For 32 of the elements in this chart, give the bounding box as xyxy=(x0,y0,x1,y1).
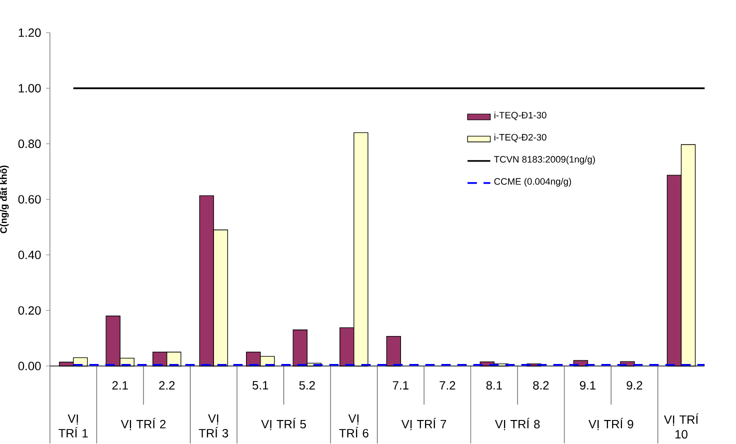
text: VỊ TRÍ 3 xyxy=(198,414,228,438)
y-tick-label: 0.60 xyxy=(18,195,41,204)
x-tick-label: 5.1 xyxy=(252,381,268,390)
x-tick-label: 8.1 xyxy=(486,381,502,390)
y-tick-label: 1.00 xyxy=(18,84,41,92)
x-tick-label: 7.2 xyxy=(440,381,456,390)
y-tick-label: 0.40 xyxy=(18,250,41,260)
x-tick-label: 2.1 xyxy=(112,381,128,390)
legend-label: TCVN 8183:2009(1ng/g) xyxy=(494,156,595,165)
x-tick-label: 9.2 xyxy=(626,381,642,390)
y-tick-label: 0.20 xyxy=(18,306,41,315)
y-tick-label: 1.20 xyxy=(18,28,41,37)
legend-label: i-TEQ-Đ2-30 xyxy=(494,134,546,142)
text: VỊ TRÍ 10 xyxy=(664,413,699,439)
text: VỊ TRÍ 8 xyxy=(494,418,540,430)
y-tick-label: 0.80 xyxy=(18,140,41,148)
x-tick-label: 9.1 xyxy=(580,381,596,390)
bar xyxy=(386,336,401,366)
text: VỊ TRÍ 1 xyxy=(58,414,88,438)
y-tick-label: 0.00 xyxy=(18,362,41,370)
legend-label: i-TEQ-Đ1-30 xyxy=(494,112,546,120)
text: VỊ TRÍ 9 xyxy=(588,418,634,430)
y-axis-title: C(ng/g đất khô) xyxy=(0,166,9,234)
text: VỊ TRÍ 6 xyxy=(339,414,368,438)
x-tick-label: 2.2 xyxy=(159,381,175,390)
text: VỊ TRÍ 5 xyxy=(261,418,306,430)
legend-label: CCME (0.004ng/g) xyxy=(494,178,572,187)
text: VỊ TRÍ 2 xyxy=(120,418,166,430)
x-tick-label: 7.1 xyxy=(392,381,408,390)
x-tick-label: 5.2 xyxy=(299,381,315,390)
x-tick-label: 8.2 xyxy=(533,381,549,390)
text: VỊ TRÍ 7 xyxy=(401,418,446,430)
